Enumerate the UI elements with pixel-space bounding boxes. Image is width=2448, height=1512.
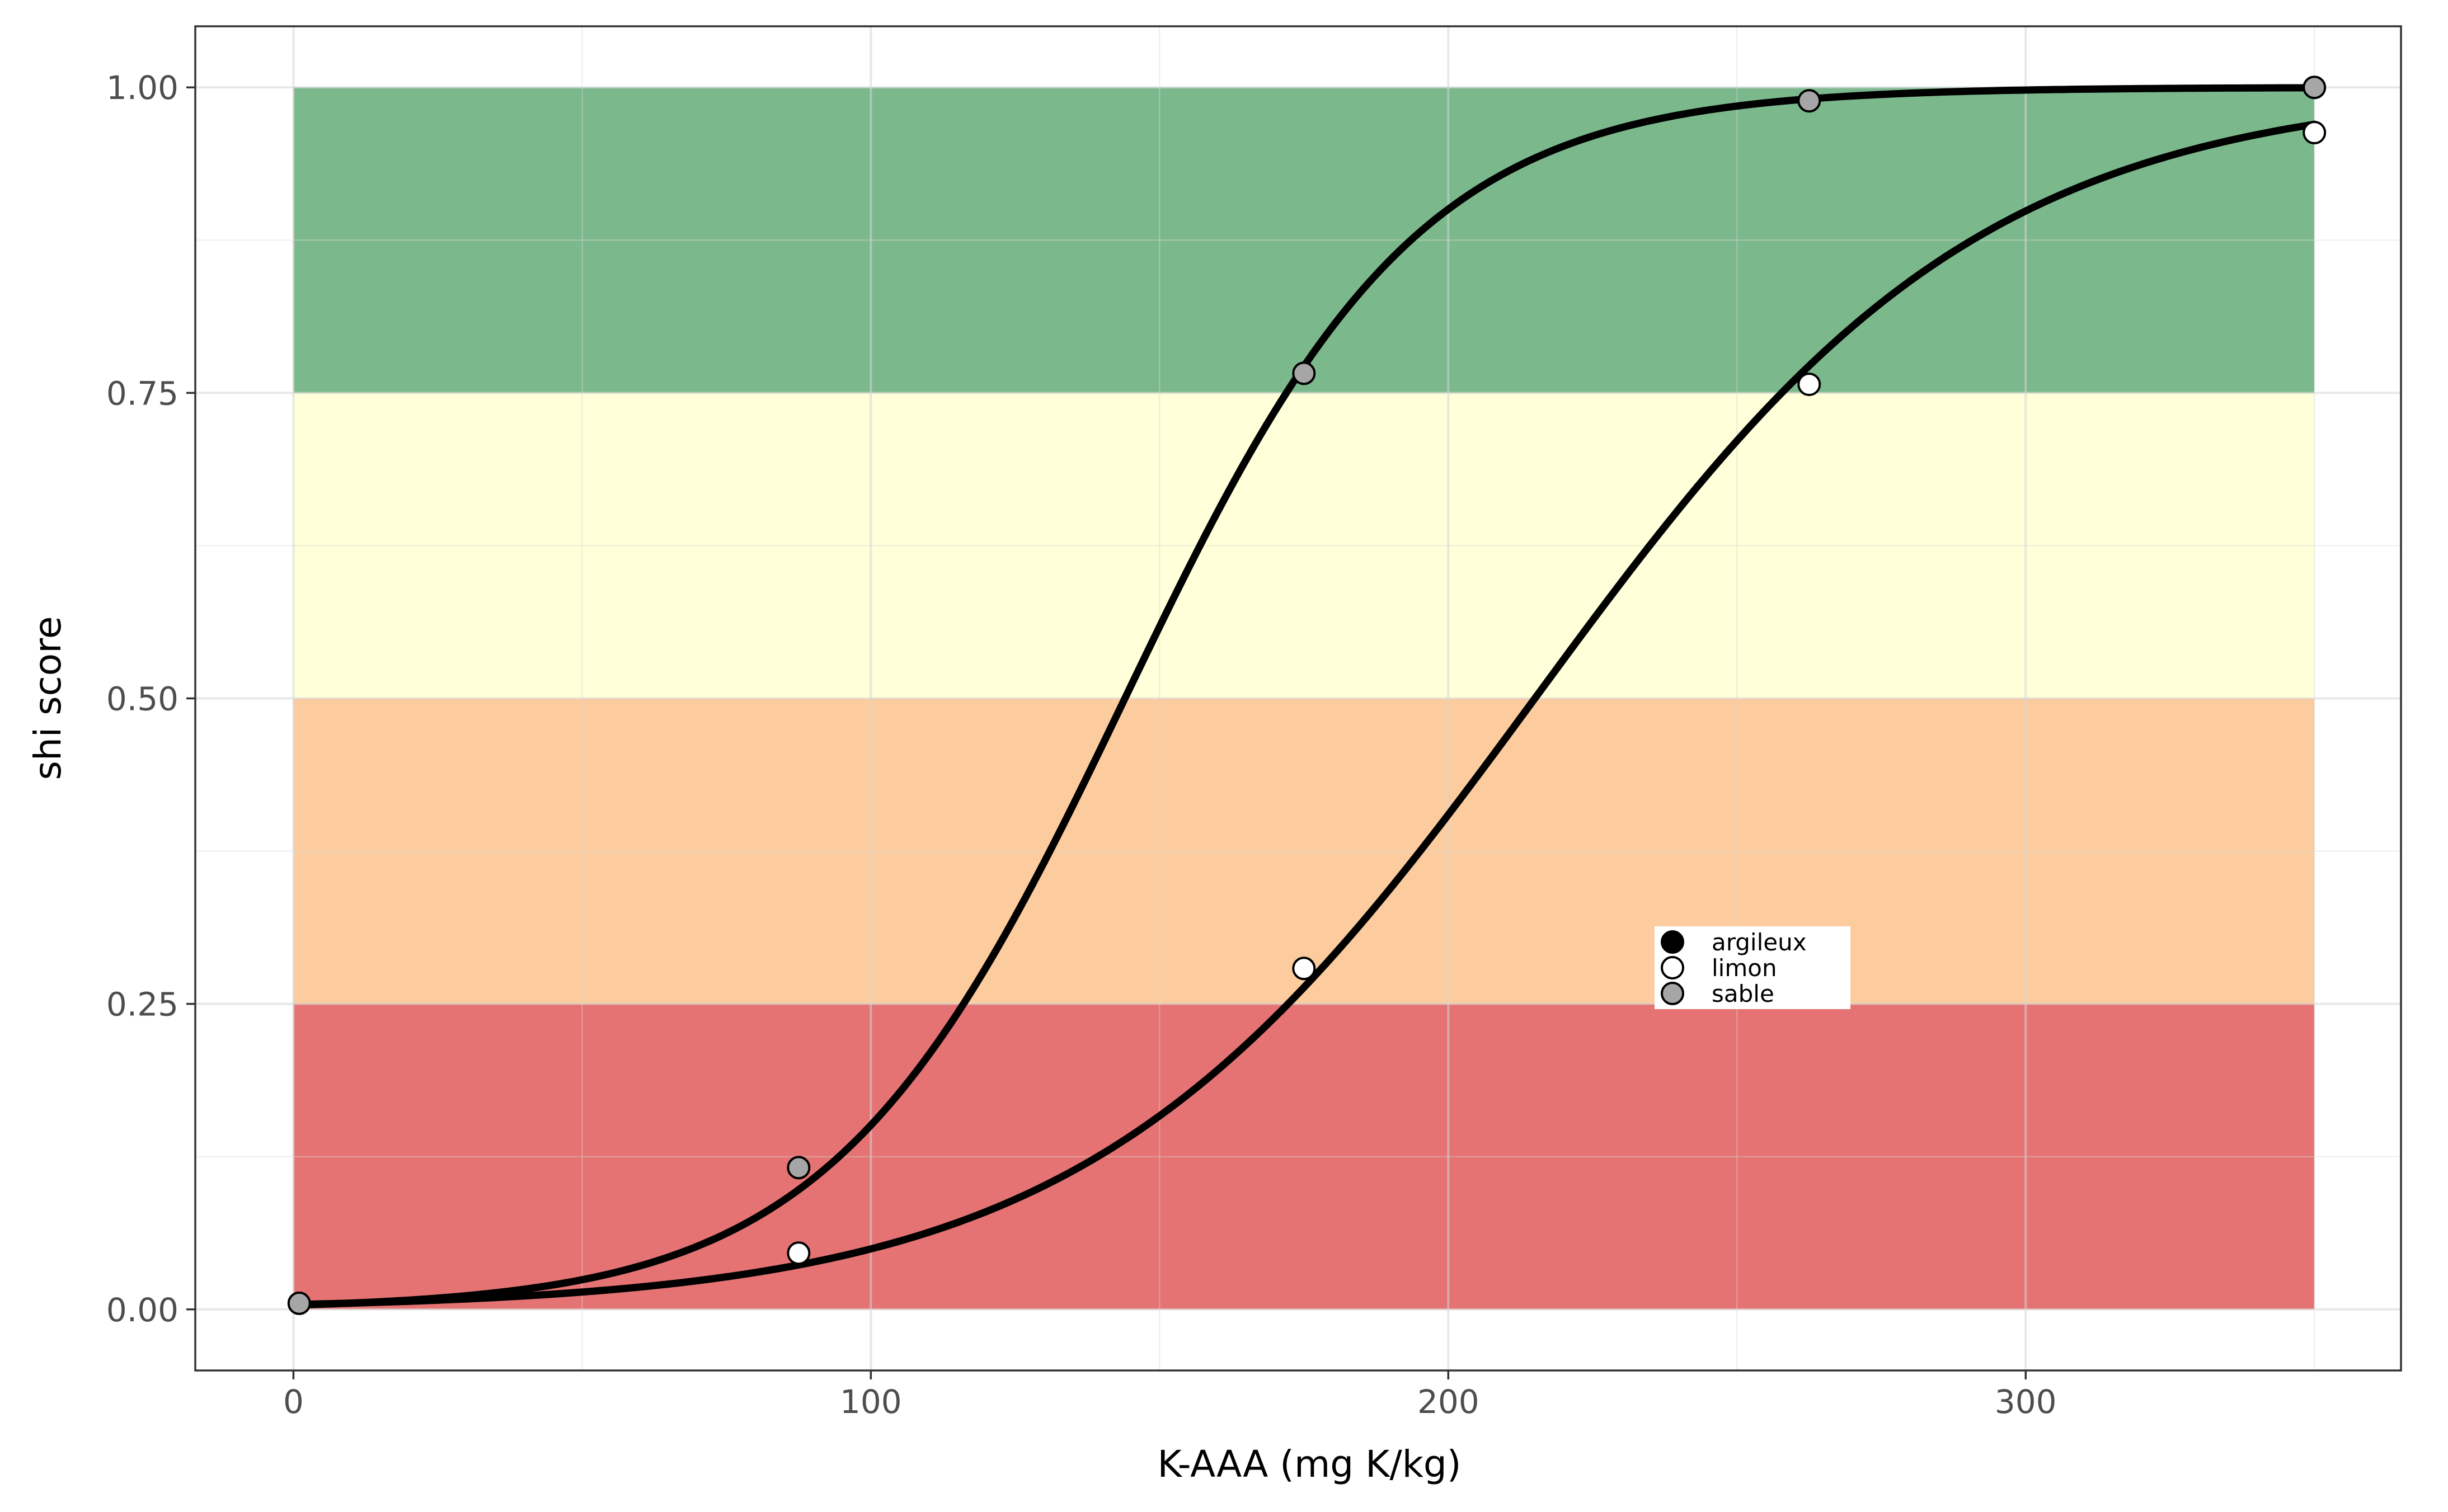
grid-lines xyxy=(195,26,2401,1370)
x-tick-label-3: 300 xyxy=(1995,1383,2057,1421)
point-limon-3 xyxy=(2303,121,2327,145)
point-sable-3 xyxy=(1797,89,1821,113)
y-tick-label-1: 0.25 xyxy=(106,986,178,1024)
legend-key-argileux xyxy=(1661,930,1684,954)
point-limon-2 xyxy=(1797,373,1821,397)
point-sable-1 xyxy=(787,1156,811,1180)
point-sable-0 xyxy=(287,1291,311,1315)
legend-box xyxy=(1655,926,1850,1009)
band-0 xyxy=(293,1004,2315,1310)
legend-key-sable xyxy=(1661,982,1684,1005)
y-tick-label-4: 1.00 xyxy=(106,69,178,107)
x-axis-label: K-AAA (mg K/kg) xyxy=(1157,1443,1461,1486)
point-sable-4 xyxy=(2303,76,2327,100)
y-tick-label-0: 0.00 xyxy=(106,1291,178,1329)
point-sable-2 xyxy=(1292,361,1316,385)
curve-1 xyxy=(295,120,2318,1308)
axes: 0 100 200 300 0.00 0.25 0.50 0.75 1.00 xyxy=(106,69,2057,1421)
x-tick-label-1: 100 xyxy=(840,1383,902,1421)
band-2 xyxy=(293,393,2315,699)
point-limon-1 xyxy=(1292,957,1316,981)
point-limon-0 xyxy=(787,1241,811,1265)
x-tick-label-0: 0 xyxy=(283,1383,304,1421)
score-bands xyxy=(293,87,2315,1310)
legend-label-sable: sable xyxy=(1712,980,1774,1007)
band-1 xyxy=(293,698,2315,1004)
data-points xyxy=(287,76,2327,1315)
x-tick-label-2: 200 xyxy=(1417,1383,1479,1421)
legend-key-limon xyxy=(1661,956,1684,979)
y-tick-label-3: 0.75 xyxy=(106,374,178,412)
y-axis-label: shi score xyxy=(26,616,69,780)
legend-label-limon: limon xyxy=(1712,954,1777,982)
legend-label-argileux: argileux xyxy=(1712,929,1807,956)
y-tick-label-2: 0.50 xyxy=(106,680,178,718)
